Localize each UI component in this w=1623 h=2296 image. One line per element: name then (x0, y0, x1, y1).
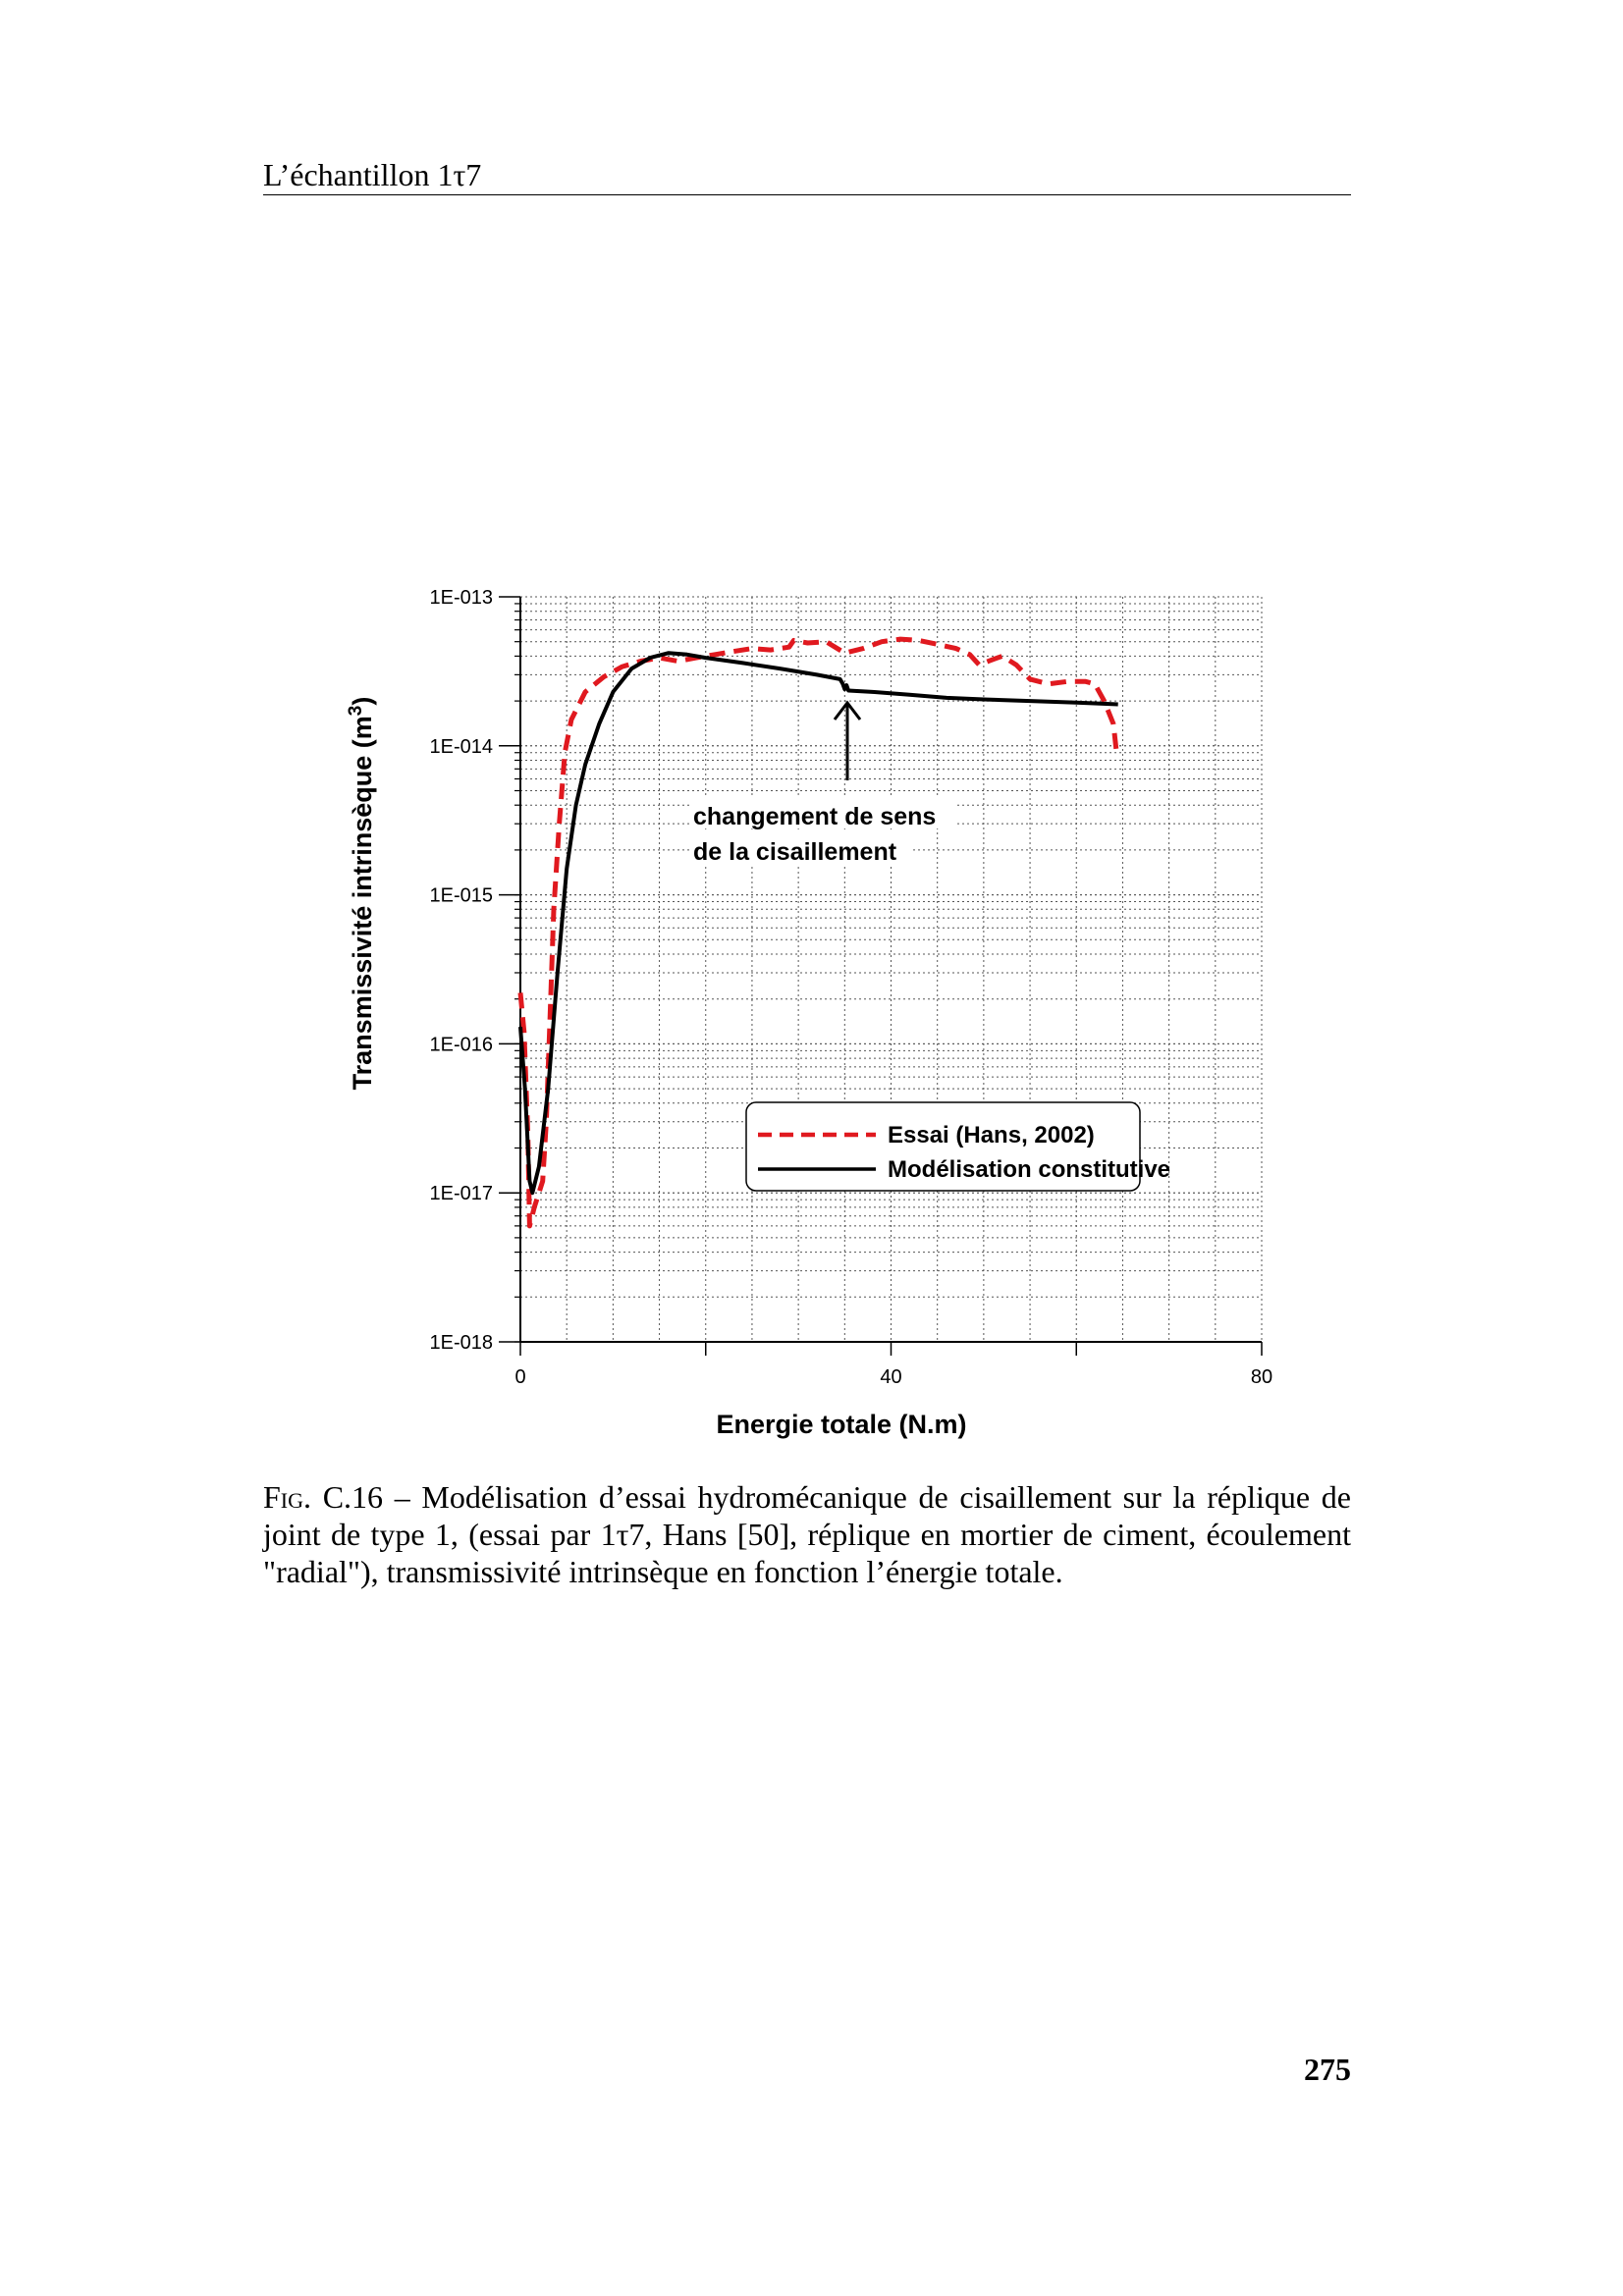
annotation-text-bg-2 (689, 832, 913, 864)
y-axis-label-close: ) (348, 697, 377, 706)
chart-legend: Essai (Hans, 2002) Modélisation constitu… (745, 1101, 1170, 1192)
y-axis-label-main: Transmissivité intrinsèque (m (348, 716, 377, 1090)
x-tick-label: 80 (1251, 1366, 1272, 1388)
annotation-text-bg (689, 797, 956, 828)
annotation-line-1: changement de sens (693, 803, 936, 830)
y-tick-label: 1E-015 (430, 885, 494, 907)
series-essai-line (517, 636, 1119, 1229)
annotation: changement de sens de la cisaillement (689, 700, 956, 866)
caption-label: Fig. C.16 (263, 1479, 384, 1515)
y-tick-label: 1E-013 (430, 587, 494, 609)
series-model-line (518, 651, 1118, 1196)
header-rule (263, 194, 1351, 195)
x-tick-label: 40 (880, 1366, 901, 1388)
running-header: L’échantillon 1τ7 (263, 157, 482, 192)
x-axis-label: Energie totale (N.m) (716, 1410, 966, 1439)
y-tick-label: 1E-016 (430, 1034, 494, 1055)
page-number: 275 (1304, 2052, 1351, 2087)
y-tick-label: 1E-014 (430, 736, 494, 758)
annotation-arrow-head (833, 700, 862, 721)
caption-text: – Modélisation d’essai hydromécanique de… (263, 1479, 1351, 1589)
chart-grid (519, 596, 1263, 1343)
y-tick-label: 1E-018 (430, 1332, 494, 1354)
chart-series-layer (517, 636, 1119, 1229)
chart-axes: 1E-018 1E-017 1E-016 1E-015 1E-014 1E-013 0 40 8… (430, 587, 1273, 1388)
y-axis-label: Transmissivité intrinsèque (m3) (346, 697, 377, 1091)
legend-label-model: Modélisation constitutive (888, 1156, 1170, 1183)
x-tick-label: 0 (514, 1366, 525, 1388)
figure-caption: Fig. C.16 – Modélisation d’essai hydromé… (263, 1478, 1351, 1590)
y-axis-label-sup: 3 (346, 706, 366, 717)
figure-chart: 1E-018 1E-017 1E-016 1E-015 1E-014 1E-013 0 40 8… (346, 587, 1273, 1439)
y-tick-label: 1E-017 (430, 1183, 494, 1204)
legend-label-essai: Essai (Hans, 2002) (888, 1122, 1095, 1148)
annotation-line-2: de la cisaillement (693, 838, 897, 866)
